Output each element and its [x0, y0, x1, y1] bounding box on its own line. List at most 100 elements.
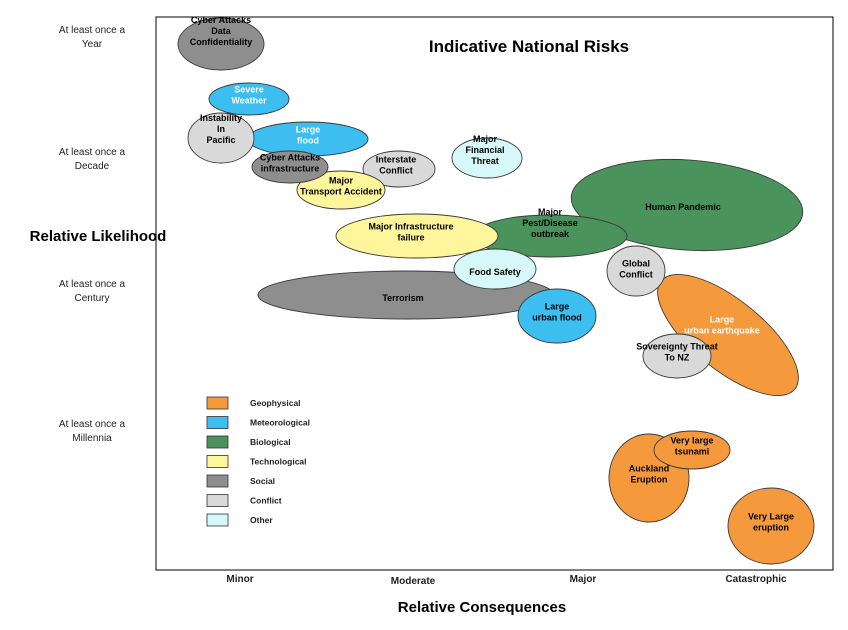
risk-label-line: Food Safety — [469, 267, 521, 277]
risk-label-line: To NZ — [665, 353, 690, 363]
risk-label-line: Pest/Disease — [522, 218, 578, 228]
risk-label-line: Large — [296, 125, 321, 135]
y-tick-century: At least once a Century — [59, 279, 126, 304]
risk-label-line: Instability — [200, 113, 242, 123]
risk-label-line: Data — [211, 26, 232, 36]
risk-label-line: Weather — [231, 96, 267, 106]
risk-ellipse — [362, 150, 436, 188]
y-axis-title: Relative Likelihood — [30, 228, 167, 245]
risk-label-line: Terrorism — [382, 293, 423, 303]
risk-label-line: urban flood — [532, 313, 582, 323]
y-tick-line: Century — [74, 293, 109, 304]
risk-label-line: Transport Accident — [300, 187, 382, 197]
risk-ellipse — [653, 430, 731, 470]
risk-label-line: Financial — [465, 145, 504, 155]
risk-ellipse — [177, 17, 265, 71]
risk-label-line: eruption — [753, 523, 789, 533]
legend-item-geophysical: Geophysical — [206, 396, 301, 410]
risk-label-line: tsunami — [675, 447, 710, 457]
risk-ellipse — [187, 112, 255, 164]
legend-swatch — [206, 513, 229, 527]
risk-ellipse — [335, 213, 499, 259]
legend-item-technological: Technological — [206, 455, 307, 468]
y-tick-line: At least once a — [59, 419, 126, 430]
risk-label-line: Sovereignty Threat — [636, 342, 718, 352]
y-tick-millennia: At least once a Millennia — [59, 419, 126, 444]
legend-swatch — [206, 435, 229, 449]
risk-label-line: Threat — [471, 156, 499, 166]
risk-label-line: Pacific — [206, 135, 235, 145]
y-tick-line: Year — [82, 39, 103, 50]
legend-label: Social — [250, 476, 275, 486]
risk-bubbles: Human PandemicMajorPest/DiseaseoutbreakT… — [177, 15, 815, 565]
risk-ellipse — [606, 245, 666, 297]
risk-label-line: Major — [538, 207, 563, 217]
risk-bubble-food-safety: Food Safety — [453, 248, 537, 290]
risk-label-line: Large — [545, 302, 570, 312]
risk-label-line: outbreak — [531, 229, 570, 239]
y-tick-line: At least once a — [59, 147, 126, 158]
risk-label-line: failure — [397, 233, 424, 243]
risk-label-line: In — [217, 124, 225, 134]
y-tick-line: At least once a — [59, 279, 126, 290]
y-tick-year: At least once a Year — [59, 25, 126, 50]
risk-label-line: Major — [329, 176, 354, 186]
legend-swatch — [206, 455, 229, 468]
risk-label-line: flood — [297, 136, 319, 146]
legend-label: Other — [250, 515, 273, 525]
risk-ellipse — [451, 137, 523, 179]
risk-label-line: Conflict — [619, 270, 653, 280]
risk-ellipse — [453, 248, 537, 290]
risk-ellipse — [296, 170, 386, 210]
risk-label-line: Severe — [234, 85, 264, 95]
legend-swatch — [206, 474, 229, 488]
risk-label-line: Cyber Attacks — [191, 15, 251, 25]
risk-label-line: Global — [622, 259, 650, 269]
y-tick-line: Decade — [75, 161, 110, 172]
x-tick-catastrophic: Catastrophic — [725, 574, 787, 585]
risk-label-line: Very Large — [748, 512, 794, 522]
x-axis-title: Relative Consequences — [398, 599, 566, 616]
risk-label-line: Auckland — [629, 464, 670, 474]
risk-label-line: Interstate — [376, 155, 417, 165]
legend-label: Conflict — [250, 496, 282, 506]
legend-item-biological: Biological — [206, 435, 291, 449]
risk-label-line: Very large — [670, 436, 713, 446]
legend: Geophysical Meteorological Biological Techn… — [206, 396, 310, 527]
legend-label: Meteorological — [250, 418, 310, 428]
legend-item-meteorological: Meteorological — [206, 416, 310, 429]
risk-label-line: Conflict — [379, 166, 413, 176]
x-tick-moderate: Moderate — [391, 576, 436, 587]
y-tick-decade: At least once a Decade — [59, 147, 126, 172]
risk-label-line: Major Infrastructure — [368, 222, 453, 232]
risk-label-line: Human Pandemic — [645, 202, 721, 212]
risk-ellipse — [727, 487, 815, 565]
risk-label-line: infrastructure — [261, 164, 320, 174]
legend-item-social: Social — [206, 474, 275, 488]
risk-label-line: Eruption — [631, 475, 668, 485]
risk-label-line: Major — [473, 134, 498, 144]
x-tick-minor: Minor — [226, 574, 253, 585]
legend-swatch — [206, 494, 229, 507]
legend-item-conflict: Conflict — [206, 494, 282, 507]
risk-label-line: Large — [710, 315, 735, 325]
legend-swatch — [206, 416, 229, 429]
legend-label: Geophysical — [250, 398, 301, 408]
plot-title: Indicative National Risks — [429, 37, 629, 56]
